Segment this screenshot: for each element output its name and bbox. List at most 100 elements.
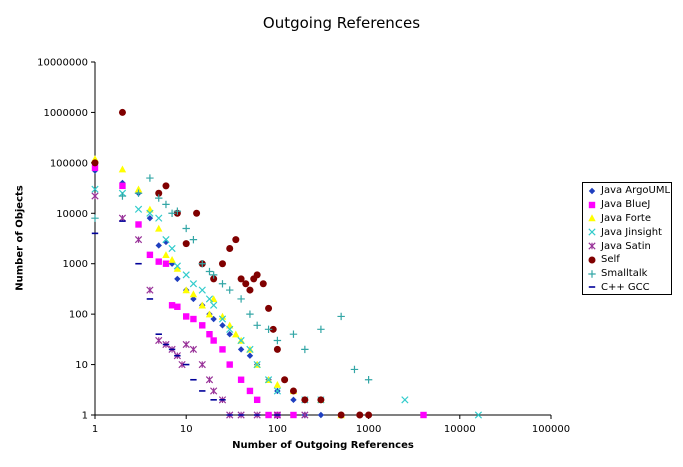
data-point bbox=[246, 352, 254, 359]
data-point bbox=[269, 325, 277, 333]
data-point bbox=[273, 380, 282, 388]
x-tick-label: 1 bbox=[92, 424, 98, 435]
y-tick-label: 1000000 bbox=[43, 108, 88, 119]
legend-item: Java Forte bbox=[583, 212, 671, 226]
legend-item: Java Satin bbox=[583, 239, 671, 253]
legend-swatch bbox=[588, 187, 596, 195]
data-point bbox=[246, 387, 254, 395]
y-tick-label: 100 bbox=[69, 310, 88, 321]
data-point bbox=[182, 240, 190, 248]
data-point bbox=[210, 315, 217, 323]
legend-label: Smalltalk bbox=[601, 268, 648, 280]
data-point bbox=[168, 260, 176, 267]
data-point bbox=[168, 209, 176, 217]
legend-swatch bbox=[588, 256, 596, 264]
series-5 bbox=[91, 192, 309, 419]
legend-label: Java Satin bbox=[601, 240, 651, 252]
data-point bbox=[118, 108, 126, 116]
legend-swatch bbox=[588, 286, 596, 289]
legend-swatch bbox=[588, 228, 596, 236]
data-point bbox=[237, 295, 245, 303]
data-point bbox=[237, 346, 245, 353]
legend-item: Java ArgoUML bbox=[583, 184, 671, 198]
data-point bbox=[205, 295, 214, 303]
data-point bbox=[174, 275, 181, 283]
data-point bbox=[210, 387, 218, 395]
data-point bbox=[162, 200, 170, 209]
data-point bbox=[474, 411, 483, 419]
data-point bbox=[173, 207, 182, 215]
axes: 1 10 100 1000 10000 100000 1 10 100 1000 10000 1000… bbox=[37, 58, 570, 436]
y-tick-label: 10000 bbox=[56, 209, 88, 220]
data-point bbox=[350, 365, 359, 374]
data-point bbox=[226, 361, 233, 368]
data-point bbox=[168, 256, 176, 263]
data-point bbox=[219, 322, 226, 329]
data-point bbox=[219, 346, 226, 353]
legend-item: Java BlueJ bbox=[583, 198, 671, 212]
legend-marker bbox=[588, 201, 596, 208]
data-point bbox=[232, 236, 240, 244]
data-point bbox=[155, 189, 163, 197]
data-point bbox=[183, 313, 190, 320]
data-point bbox=[162, 251, 170, 259]
legend-item: Self bbox=[583, 253, 671, 267]
data-point bbox=[118, 165, 127, 173]
x-tick-label: 10000 bbox=[444, 424, 476, 435]
data-point bbox=[155, 336, 163, 345]
x-tick-label: 10 bbox=[180, 424, 193, 435]
legend-swatch bbox=[588, 214, 596, 222]
data-point bbox=[205, 376, 214, 384]
legend-marker bbox=[588, 214, 596, 222]
data-point bbox=[182, 340, 190, 349]
data-point bbox=[337, 312, 345, 321]
data-point bbox=[420, 411, 427, 419]
data-point bbox=[155, 224, 163, 232]
legend: Java ArgoUML Java BlueJ Java Forte Java Jin… bbox=[582, 182, 672, 295]
data-point bbox=[173, 262, 181, 270]
legend-label: C++ GCC bbox=[601, 281, 650, 293]
y-tick-label: 10 bbox=[75, 360, 88, 371]
legend-marker bbox=[588, 256, 596, 264]
data-point bbox=[135, 221, 142, 228]
data-point bbox=[218, 280, 227, 288]
data-point bbox=[198, 260, 206, 268]
data-point bbox=[91, 185, 99, 193]
data-point bbox=[198, 286, 206, 294]
data-point bbox=[301, 411, 309, 419]
data-point bbox=[264, 376, 273, 384]
data-point bbox=[301, 396, 309, 404]
data-point bbox=[265, 411, 272, 419]
data-point bbox=[190, 315, 197, 323]
data-point bbox=[210, 275, 218, 283]
data-point bbox=[174, 303, 181, 310]
legend-item: Smalltalk bbox=[583, 267, 671, 281]
legend-marker bbox=[588, 187, 596, 195]
data-point bbox=[401, 396, 409, 404]
data-point bbox=[189, 235, 198, 244]
x-tick-label: 100 bbox=[268, 424, 287, 435]
data-point bbox=[155, 214, 163, 222]
data-point bbox=[146, 174, 154, 182]
data-point bbox=[226, 325, 234, 333]
data-point bbox=[273, 345, 281, 353]
legend-swatch bbox=[588, 269, 596, 278]
data-point bbox=[119, 182, 126, 190]
x-tick-label: 1000 bbox=[356, 424, 381, 435]
data-point bbox=[162, 238, 170, 246]
data-point bbox=[218, 260, 226, 268]
data-point bbox=[182, 286, 190, 294]
data-point bbox=[178, 360, 186, 369]
legend-marker bbox=[588, 242, 596, 250]
legend-item: Java Jinsight bbox=[583, 225, 671, 239]
data-point bbox=[289, 330, 298, 338]
y-axis-label: Number of Objects bbox=[14, 185, 26, 291]
series-7 bbox=[91, 174, 373, 384]
data-point bbox=[226, 245, 234, 253]
data-point bbox=[209, 271, 218, 279]
data-point bbox=[198, 360, 206, 369]
data-point bbox=[264, 325, 273, 334]
series-8 bbox=[91, 220, 281, 416]
data-point bbox=[337, 411, 345, 419]
series-6 bbox=[91, 108, 373, 419]
